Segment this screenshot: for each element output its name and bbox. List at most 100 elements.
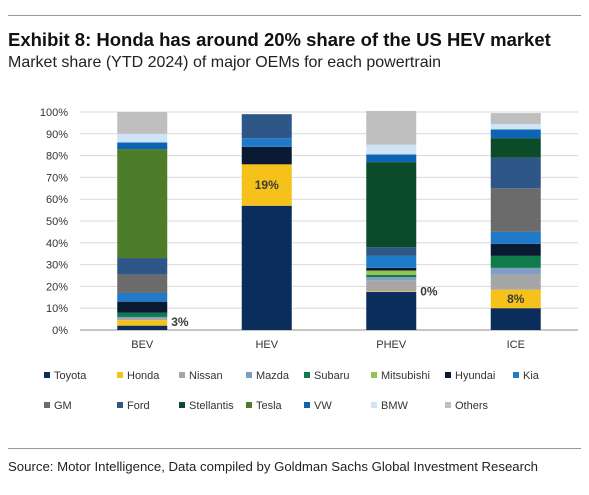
legend-label-stellantis: Stellantis bbox=[189, 400, 234, 412]
bar-segment-bev-gm bbox=[117, 274, 168, 293]
legend-swatch-tesla bbox=[246, 402, 252, 408]
legend-label-mazda: Mazda bbox=[256, 370, 290, 382]
data-labels: 3% 19% 0% 8% bbox=[171, 178, 525, 329]
bar-segment-bev-toyota bbox=[117, 325, 168, 330]
bar-segment-bev-ford bbox=[117, 258, 168, 275]
bottom-rule bbox=[8, 448, 581, 449]
data-label-phev: 0% bbox=[420, 285, 438, 299]
legend-label-tesla: Tesla bbox=[256, 400, 283, 412]
bar-segment-ice-stellantis bbox=[490, 138, 541, 158]
legend-swatch-mitsubishi bbox=[371, 372, 377, 378]
bar-segment-ice-toyota bbox=[490, 308, 541, 330]
bar-segment-hev-kia bbox=[241, 138, 292, 147]
bar-segment-ice-nissan bbox=[490, 274, 541, 290]
y-tick-label: 0% bbox=[52, 325, 68, 337]
y-tick-label: 20% bbox=[46, 281, 68, 293]
legend-label-others: Others bbox=[455, 400, 489, 412]
bar-segment-bev-vw bbox=[117, 142, 168, 150]
x-axis-ticks: BEV HEV PHEV ICE bbox=[131, 339, 525, 351]
legend-swatch-ford bbox=[117, 402, 123, 408]
bar-segment-phev-ford bbox=[366, 247, 417, 256]
legend-swatch-stellantis bbox=[179, 402, 185, 408]
legend-label-hyundai: Hyundai bbox=[455, 370, 495, 382]
bar-segment-phev-hyundai bbox=[366, 267, 417, 271]
x-tick-label: PHEV bbox=[376, 339, 407, 351]
bar-segment-bev-nissan bbox=[117, 318, 168, 321]
y-tick-label: 10% bbox=[46, 303, 68, 315]
bar-segment-hev-ford bbox=[241, 114, 292, 139]
y-axis-ticks: 0% 10% 20% 30% 40% 50% 60% 70% 80% 90% 100% bbox=[40, 107, 68, 337]
bar-segment-ice-vw bbox=[490, 129, 541, 139]
bar-segment-phev-subaru bbox=[366, 274, 417, 278]
top-rule bbox=[8, 15, 581, 16]
bar-segment-ice-subaru bbox=[490, 255, 541, 268]
chart-title: Exhibit 8: Honda has around 20% share of… bbox=[8, 29, 551, 50]
bar-segment-ice-kia bbox=[490, 231, 541, 244]
y-tick-label: 40% bbox=[46, 238, 68, 250]
bar-segment-phev-mazda bbox=[366, 277, 417, 281]
bar-segment-bev-honda bbox=[117, 320, 168, 326]
bar-segment-phev-stellantis bbox=[366, 162, 417, 248]
bar-segment-phev-vw bbox=[366, 154, 417, 163]
bar-segment-phev-mitsubishi bbox=[366, 270, 417, 275]
x-tick-label: HEV bbox=[255, 339, 278, 351]
bar-segment-phev-toyota bbox=[366, 291, 417, 330]
bar-segment-bev-others bbox=[117, 112, 168, 134]
bar-segment-bev-subaru bbox=[117, 312, 168, 317]
bar-segment-phev-honda bbox=[366, 291, 417, 292]
legend-label-kia: Kia bbox=[523, 370, 540, 382]
legend-label-vw: VW bbox=[314, 400, 332, 412]
bar-segment-hev-honda bbox=[241, 164, 292, 206]
chart-subtitle: Market share (YTD 2024) of major OEMs fo… bbox=[8, 54, 442, 71]
bar-segment-bev-bmw bbox=[117, 133, 168, 143]
bar-segment-hev-hyundai bbox=[241, 146, 292, 165]
bar-segment-bev-hyundai bbox=[117, 301, 168, 313]
legend-label-mitsubishi: Mitsubishi bbox=[381, 370, 430, 382]
y-tick-label: 30% bbox=[46, 260, 68, 272]
bar-segment-phev-nissan bbox=[366, 280, 417, 292]
bar-segment-bev-mazda bbox=[117, 316, 168, 319]
legend-label-honda: Honda bbox=[127, 370, 160, 382]
legend-swatch-bmw bbox=[371, 402, 377, 408]
bar-segment-phev-others bbox=[366, 110, 417, 145]
legend-label-subaru: Subaru bbox=[314, 370, 349, 382]
data-label-hev: 19% bbox=[255, 178, 279, 192]
legend-swatch-honda bbox=[117, 372, 123, 378]
bar-segment-ice-bmw bbox=[490, 123, 541, 130]
legend-label-gm: GM bbox=[54, 400, 72, 412]
legend-swatch-vw bbox=[304, 402, 310, 408]
legend-swatch-others bbox=[445, 402, 451, 408]
legend-swatch-subaru bbox=[304, 372, 310, 378]
bar-segment-ice-gm bbox=[490, 188, 541, 232]
bar-segment-bev-tesla bbox=[117, 149, 168, 259]
legend-swatch-nissan bbox=[179, 372, 185, 378]
legend-label-nissan: Nissan bbox=[189, 370, 223, 382]
legend: Toyota Honda Nissan Mazda Subaru Mitsubishi Hy… bbox=[44, 370, 540, 412]
bar-segment-phev-bmw bbox=[366, 144, 417, 155]
bar-segment-phev-kia bbox=[366, 255, 417, 268]
legend-swatch-toyota bbox=[44, 372, 50, 378]
legend-label-ford: Ford bbox=[127, 400, 150, 412]
y-tick-label: 100% bbox=[40, 107, 68, 119]
bar-segment-ice-mazda bbox=[490, 267, 541, 275]
legend-swatch-kia bbox=[513, 372, 519, 378]
bar-segment-ice-others bbox=[490, 113, 541, 124]
y-tick-label: 50% bbox=[46, 216, 68, 228]
legend-swatch-mazda bbox=[246, 372, 252, 378]
bar-segment-hev-toyota bbox=[241, 205, 292, 330]
bar-segment-ice-ford bbox=[490, 157, 541, 189]
legend-label-toyota: Toyota bbox=[54, 370, 87, 382]
y-tick-label: 80% bbox=[46, 151, 68, 163]
stacked-bar-chart: 0% 10% 20% 30% 40% 50% 60% 70% 80% 90% 100% BEV HEV… bbox=[40, 107, 578, 412]
bar-segment-ice-honda bbox=[490, 289, 541, 309]
legend-swatch-hyundai bbox=[445, 372, 451, 378]
source-note: Source: Motor Intelligence, Data compile… bbox=[8, 459, 538, 474]
x-tick-label: BEV bbox=[131, 339, 154, 351]
data-label-bev: 3% bbox=[171, 315, 189, 329]
bar-segment-bev-kia bbox=[117, 292, 168, 302]
bar-segment-ice-hyundai bbox=[490, 243, 541, 256]
legend-label-bmw: BMW bbox=[381, 400, 409, 412]
legend-swatch-gm bbox=[44, 402, 50, 408]
y-tick-label: 70% bbox=[46, 172, 68, 184]
x-tick-label: ICE bbox=[507, 339, 525, 351]
